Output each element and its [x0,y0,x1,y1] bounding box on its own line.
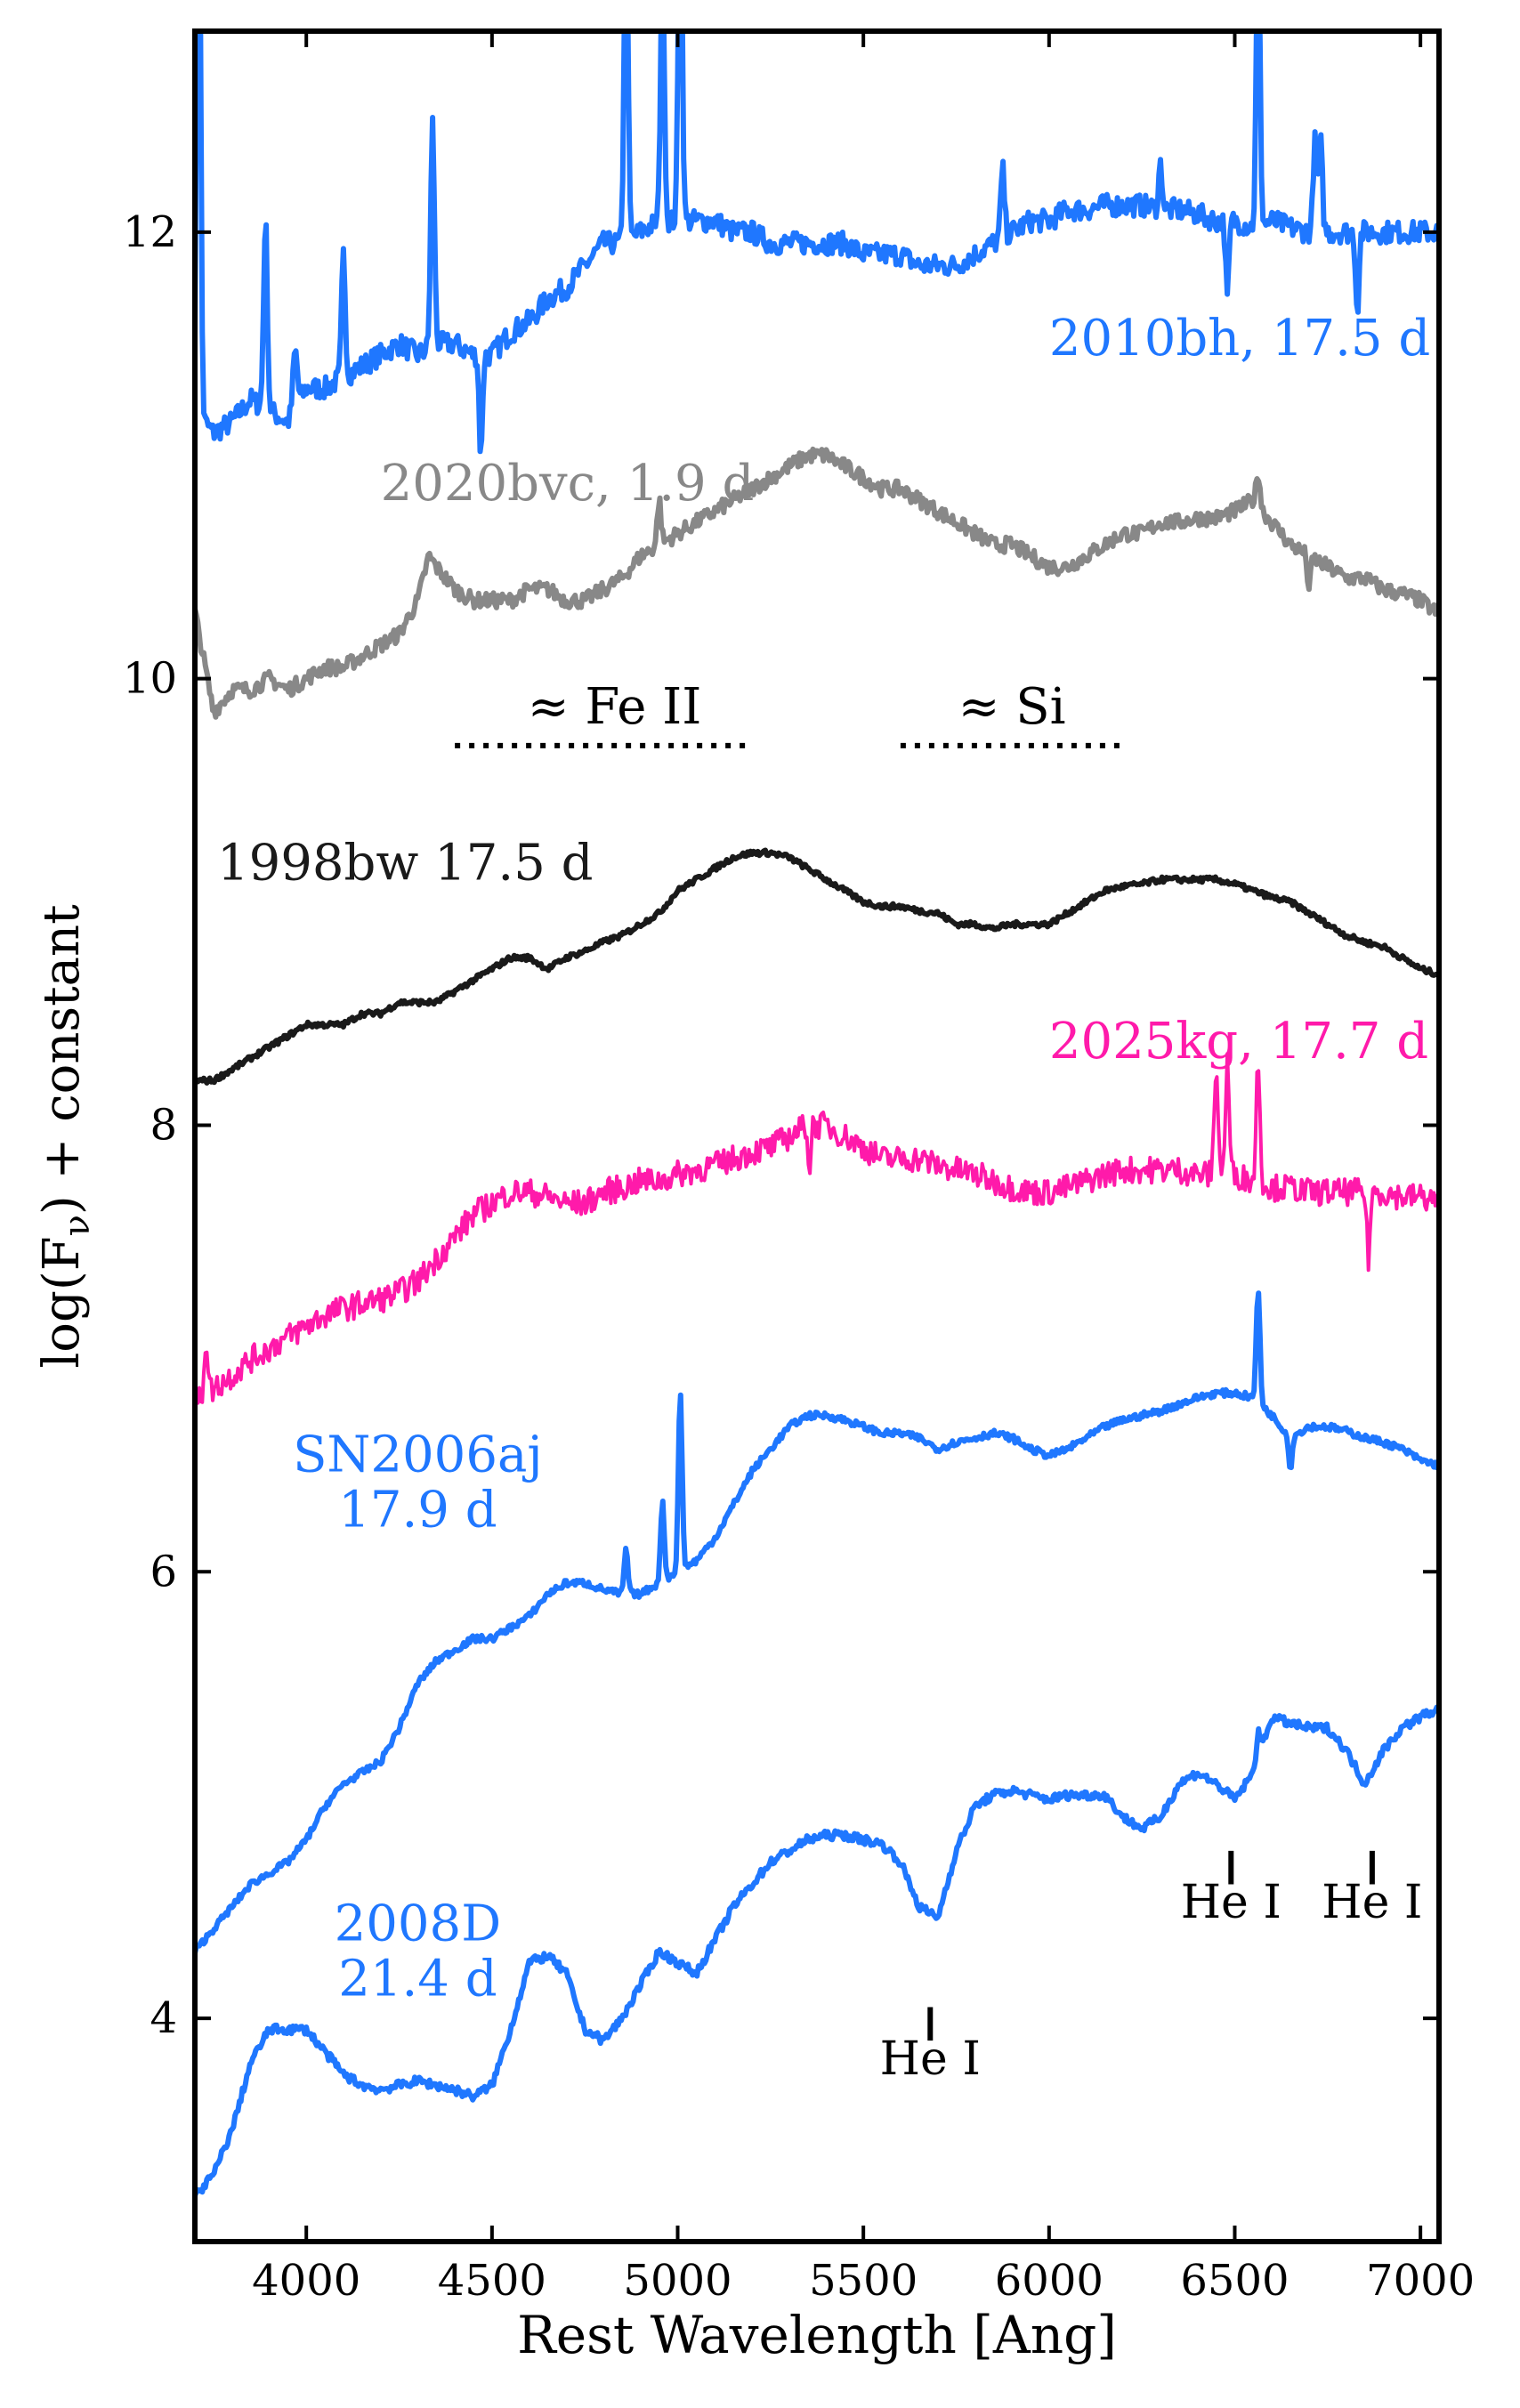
he-marker-label: He I [1181,1876,1281,1929]
series-label: 2010bh, 17.5 d [1049,310,1430,368]
feature-label: ≈ Si [958,678,1066,736]
y-tick-label: 12 [123,207,177,257]
series-label: 21.4 d [338,1950,497,2008]
y-tick-label: 4 [150,1993,177,2043]
he-marker-label: He I [880,2032,981,2086]
he-marker-label: He I [1322,1876,1422,1929]
annotations-group: ≈ Fe II ≈ Si He I He I He I [455,678,1422,2086]
y-axis-label: log(Fν) + constant [33,904,98,1369]
x-tick-label: 5500 [809,2256,918,2306]
spectrum-line [195,1290,1439,1954]
x-tick-label: 4000 [252,2256,360,2306]
spectrum-line [195,31,1439,455]
series-labels-group: 2010bh, 17.5 d 2020bvc, 1.9 d 1998bw 17.5 … [217,310,1430,2008]
series-label: 1998bw 17.5 d [217,834,593,892]
x-tick-label: 6000 [995,2256,1104,2306]
y-tick-label: 8 [150,1100,177,1150]
spectra-series-group [195,31,1439,2197]
series-label: SN2006aj [293,1426,543,1483]
y-tick-label: 10 [123,654,177,704]
feature-label: ≈ Fe II [528,678,702,736]
x-tick-label: 6500 [1180,2256,1289,2306]
series-label: 2025kg, 17.7 d [1049,1013,1428,1071]
y-tick-label: 6 [150,1547,177,1596]
x-tick-label: 5000 [623,2256,732,2306]
x-axis-label: Rest Wavelength [Ang] [517,2305,1117,2365]
x-tick-label: 7000 [1366,2256,1475,2306]
axis-ticks-group: 4000 4500 5000 5500 6000 6500 7000 4 6 8 10 12 [123,31,1475,2306]
spectrum-line [195,1704,1439,2197]
x-tick-label: 4500 [438,2256,546,2306]
axes-frame [192,28,1442,2244]
series-label: 2020bvc, 1.9 d [381,455,755,513]
spectrum-line [195,847,1439,1086]
spectrum-line [195,446,1439,720]
series-label: 17.9 d [338,1481,497,1539]
spectrum-line [195,1052,1439,1410]
y-axis-subscript: ν [57,1215,98,1236]
series-label: 2008D [335,1895,501,1952]
